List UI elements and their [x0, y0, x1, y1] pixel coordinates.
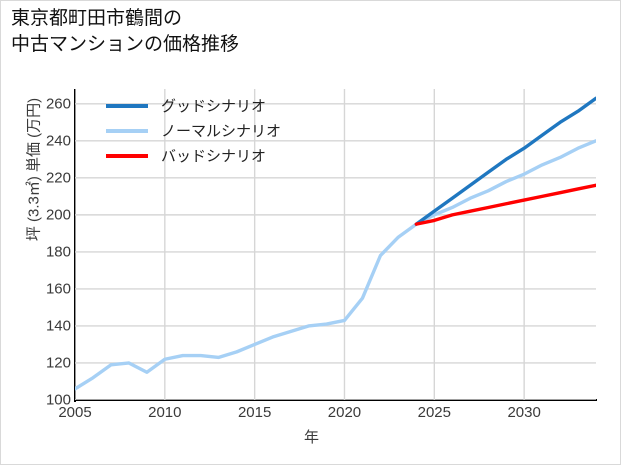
series-line: [75, 139, 596, 391]
x-tick-label: 2025: [417, 404, 451, 421]
x-tick-label: 2015: [237, 404, 272, 421]
chart-title: 東京都町田市鶴間の 中古マンションの価格推移: [11, 8, 240, 55]
x-tick-label: 2030: [507, 404, 541, 421]
x-tick-label: 2005: [58, 404, 92, 421]
legend-label: ノーマルシナリオ: [161, 123, 282, 140]
y-axis-label: 坪 (3.3㎡) 単価 (万円): [25, 97, 43, 242]
y-tick-label: 100: [45, 391, 71, 409]
series-line: [414, 183, 596, 226]
legend-label: グッドシナリオ: [161, 98, 267, 115]
y-tick-label: 120: [45, 354, 71, 372]
legend-color-swatch: [106, 153, 148, 158]
plot-area: [75, 89, 596, 400]
legend-color-swatch: [106, 103, 148, 108]
legend-color-swatch: [106, 128, 148, 133]
y-tick-label: 260: [45, 95, 71, 113]
y-tick-label: 160: [45, 280, 71, 298]
legend-item: バッドシナリオ: [106, 143, 281, 168]
y-tick-label: 220: [45, 169, 71, 187]
legend-item: ノーマルシナリオ: [106, 118, 281, 143]
y-tick-label: 200: [45, 206, 71, 224]
x-tick-label: 2020: [327, 404, 362, 421]
plot-svg: [75, 89, 596, 400]
series-line: [414, 96, 596, 226]
chart-legend: グッドシナリオ ノーマルシナリオ バッドシナリオ: [106, 93, 281, 168]
legend-label: バッドシナリオ: [161, 148, 267, 165]
x-tick-label: 2010: [148, 404, 182, 421]
y-tick-label: 240: [45, 132, 71, 150]
x-axis-line: [74, 399, 597, 401]
y-tick-label: 180: [45, 243, 71, 261]
y-tick-label: 140: [45, 317, 71, 335]
legend-item: グッドシナリオ: [106, 93, 281, 118]
x-axis-label: 年: [303, 429, 319, 446]
